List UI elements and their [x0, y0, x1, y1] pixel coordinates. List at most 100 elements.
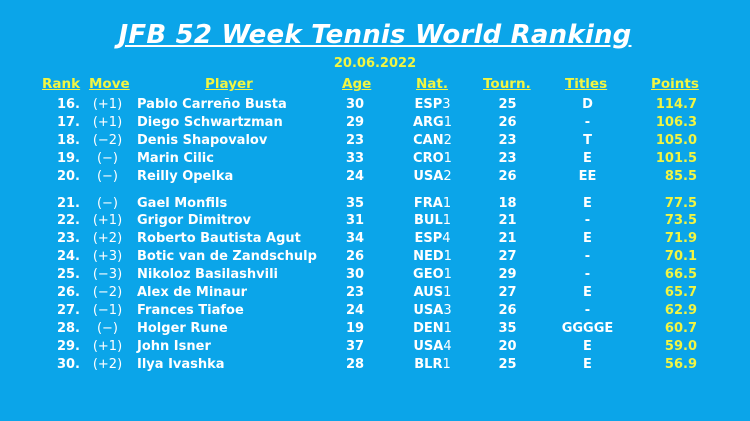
- points-cell: 105.0: [655, 132, 697, 148]
- rank-cell: 20.: [56, 168, 80, 184]
- nat-count: 3: [442, 97, 451, 112]
- table-row: 27. (−1) Frances Tiafoe 24 USA3 26 - 62.9: [0, 303, 750, 321]
- tournaments-cell: 21: [498, 213, 517, 229]
- points-cell: 77.5: [664, 195, 697, 211]
- points-cell: 71.9: [664, 231, 697, 247]
- tournaments-cell: 25: [498, 97, 517, 112]
- player-cell: Holger Rune: [137, 320, 228, 336]
- tournaments-cell: 23: [498, 150, 517, 166]
- tournaments-cell: 21: [498, 231, 517, 247]
- player-cell: Marin Cilic: [137, 150, 214, 166]
- nat-cell: AUS1: [405, 285, 460, 300]
- nat-code: BUL: [413, 213, 443, 229]
- nat-cell: ESP4: [405, 231, 460, 246]
- titles-cell: E: [583, 285, 592, 300]
- move-cell: (−): [96, 320, 119, 336]
- age-cell: 35: [345, 195, 365, 211]
- age-cell: 23: [345, 132, 365, 148]
- header-rank: Rank: [42, 76, 81, 92]
- titles-cell: D: [582, 97, 593, 112]
- tournaments-cell: 29: [498, 267, 517, 283]
- nat-code: GEO: [413, 267, 444, 283]
- points-cell: 85.5: [664, 168, 697, 184]
- tournaments-cell: 27: [498, 285, 517, 300]
- table-row: 22. (+1) Grigor Dimitrov 31 BUL1 21 - 73.5: [0, 213, 750, 231]
- header-titles: Titles: [565, 76, 608, 92]
- nat-code: AUS: [413, 285, 444, 300]
- points-cell: 70.1: [664, 249, 697, 265]
- points-cell: 59.0: [664, 338, 697, 354]
- tournaments-cell: 23: [498, 132, 517, 148]
- player-cell: Gael Monfils: [137, 195, 228, 211]
- nat-count: 1: [443, 249, 452, 265]
- age-cell: 34: [345, 231, 365, 247]
- tournaments-cell: 25: [498, 356, 517, 372]
- move-cell: (−2): [92, 132, 123, 148]
- move-cell: (−2): [92, 285, 123, 300]
- points-cell: 106.3: [655, 114, 697, 130]
- nat-cell: ARG1: [405, 115, 460, 130]
- titles-cell: GGGGE: [561, 320, 614, 336]
- titles-cell: E: [583, 195, 592, 211]
- table-row: 23. (+2) Roberto Bautista Agut 34 ESP4 21 E 71.…: [0, 231, 750, 249]
- nat-cell: DEN1: [405, 321, 460, 336]
- header-nat: Nat.: [416, 76, 448, 92]
- points-cell: 66.5: [664, 267, 697, 283]
- nat-code: ESP: [414, 231, 443, 247]
- nat-count: 2: [443, 132, 452, 148]
- header-player: Player: [205, 76, 253, 92]
- rank-cell: 30.: [56, 356, 80, 372]
- nat-code: BLR: [414, 356, 443, 372]
- nat-code: CAN: [413, 132, 444, 148]
- age-cell: 37: [345, 338, 365, 354]
- age-cell: 31: [345, 213, 365, 229]
- nat-code: FRA: [413, 195, 443, 211]
- move-cell: (+1): [92, 114, 123, 130]
- titles-cell: -: [584, 249, 591, 265]
- points-cell: 73.5: [664, 213, 697, 229]
- tournaments-cell: 26: [498, 302, 517, 318]
- nat-count: 3: [443, 302, 452, 318]
- rank-cell: 25.: [56, 267, 80, 283]
- rank-cell: 16.: [56, 97, 80, 112]
- rank-cell: 17.: [56, 114, 80, 130]
- nat-cell: USA2: [405, 169, 460, 184]
- player-cell: Frances Tiafoe: [137, 302, 244, 318]
- nat-code: ARG: [412, 114, 444, 130]
- titles-cell: T: [583, 132, 592, 148]
- player-cell: Denis Shapovalov: [137, 132, 268, 148]
- nat-cell: FRA1: [405, 196, 460, 211]
- player-cell: Alex de Minaur: [137, 285, 247, 300]
- table-row: 17. (+1) Diego Schwartzman 29 ARG1 26 - 106.3: [0, 115, 750, 133]
- table-row: 26. (−2) Alex de Minaur 23 AUS1 27 E 65.7: [0, 285, 750, 303]
- age-cell: 24: [345, 168, 365, 184]
- age-cell: 30: [345, 97, 365, 112]
- titles-cell: E: [583, 338, 592, 354]
- titles-cell: E: [583, 150, 592, 166]
- age-cell: 33: [345, 150, 365, 166]
- tournaments-cell: 27: [498, 249, 517, 265]
- player-cell: Reilly Opelka: [137, 168, 234, 184]
- nat-count: 1: [443, 150, 452, 166]
- nat-count: 1: [442, 195, 452, 211]
- nat-count: 1: [442, 213, 452, 229]
- ranking-date: 20.06.2022: [333, 56, 417, 71]
- points-cell: 56.9: [664, 356, 697, 372]
- player-cell: Botic van de Zandschulp: [137, 249, 317, 265]
- age-cell: 19: [345, 320, 365, 336]
- age-cell: 24: [345, 302, 365, 318]
- move-cell: (−): [96, 168, 119, 184]
- nat-code: DEN: [413, 320, 444, 336]
- page-title: JFB 52 Week Tennis World Ranking: [118, 20, 632, 50]
- rank-cell: 18.: [56, 132, 80, 148]
- nat-count: 1: [443, 114, 453, 130]
- header-tourn: Tourn.: [483, 76, 531, 92]
- nat-cell: CAN2: [405, 133, 460, 148]
- nat-cell: NED1: [405, 249, 460, 264]
- age-cell: 28: [345, 356, 365, 372]
- rank-cell: 24.: [56, 249, 80, 265]
- nat-count: 1: [443, 267, 452, 283]
- header-points: Points: [651, 76, 699, 92]
- titles-cell: E: [583, 231, 592, 247]
- nat-code: USA: [413, 168, 444, 184]
